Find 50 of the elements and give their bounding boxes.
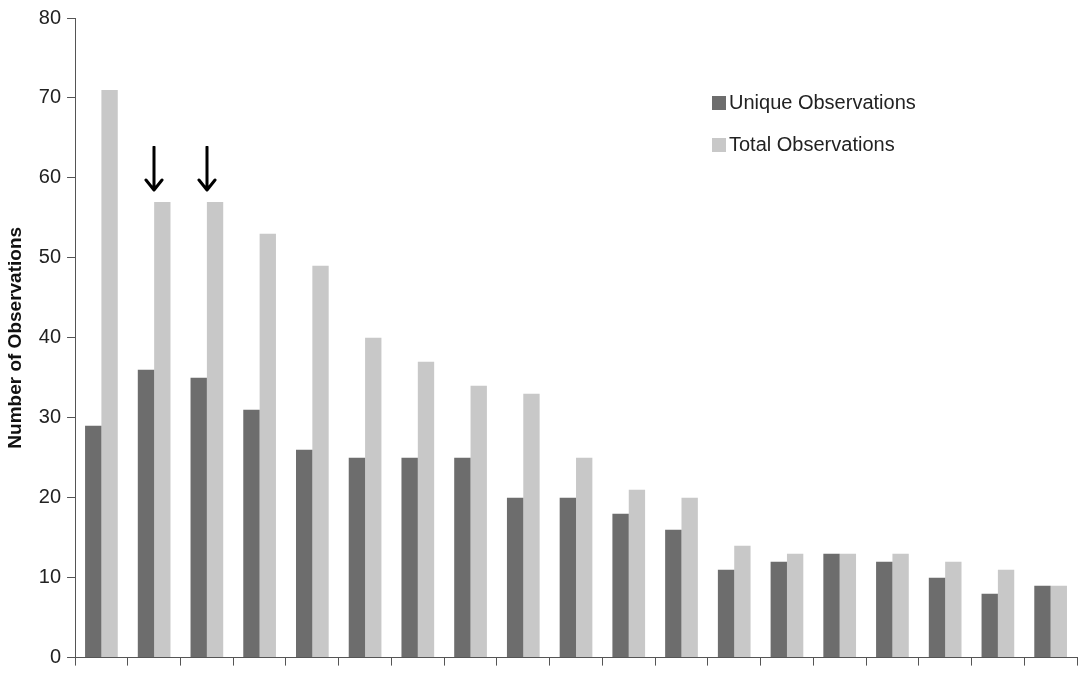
legend-label: Total Observations [729,132,895,155]
bar [190,377,207,658]
y-tick-label: 70 [38,85,62,108]
bar [717,569,735,658]
bar [681,497,698,658]
bar [470,385,487,658]
bar [296,449,313,658]
bar [628,489,646,658]
y-tick-label: 10 [38,565,62,588]
bar [312,265,329,658]
bar [770,561,787,658]
y-tick-label: 50 [38,245,62,268]
bar [981,593,998,658]
y-axis-title: Number of Observations [3,226,25,449]
bar [576,457,593,658]
bar [417,361,435,658]
bar [365,337,382,658]
bar [612,513,629,658]
bar [559,497,577,658]
bar [206,201,224,658]
y-tick-label: 60 [38,165,62,188]
bar [823,553,840,658]
bar [101,89,118,658]
y-tick-label: 80 [38,5,62,28]
bar [137,369,155,658]
bar [259,233,276,658]
bar [734,545,751,658]
bar [401,457,418,658]
legend-label: Unique Observations [729,90,916,113]
bar [945,561,962,658]
bar [892,553,909,658]
bar [876,561,893,658]
bar [786,553,804,658]
bar [665,529,682,658]
bar [243,409,260,658]
bar [454,457,471,658]
bar [839,553,857,658]
y-tick-label: 40 [38,325,62,348]
bar [506,497,524,658]
bar [1034,585,1051,658]
bar [154,201,171,658]
bar [85,425,102,658]
bar [928,577,946,658]
bar [997,569,1015,658]
bar [348,457,366,658]
bar [523,393,540,658]
bar [1050,585,1067,658]
y-tick-label: 0 [49,645,62,668]
y-tick-label: 30 [38,405,62,428]
y-tick-label: 20 [38,485,62,508]
